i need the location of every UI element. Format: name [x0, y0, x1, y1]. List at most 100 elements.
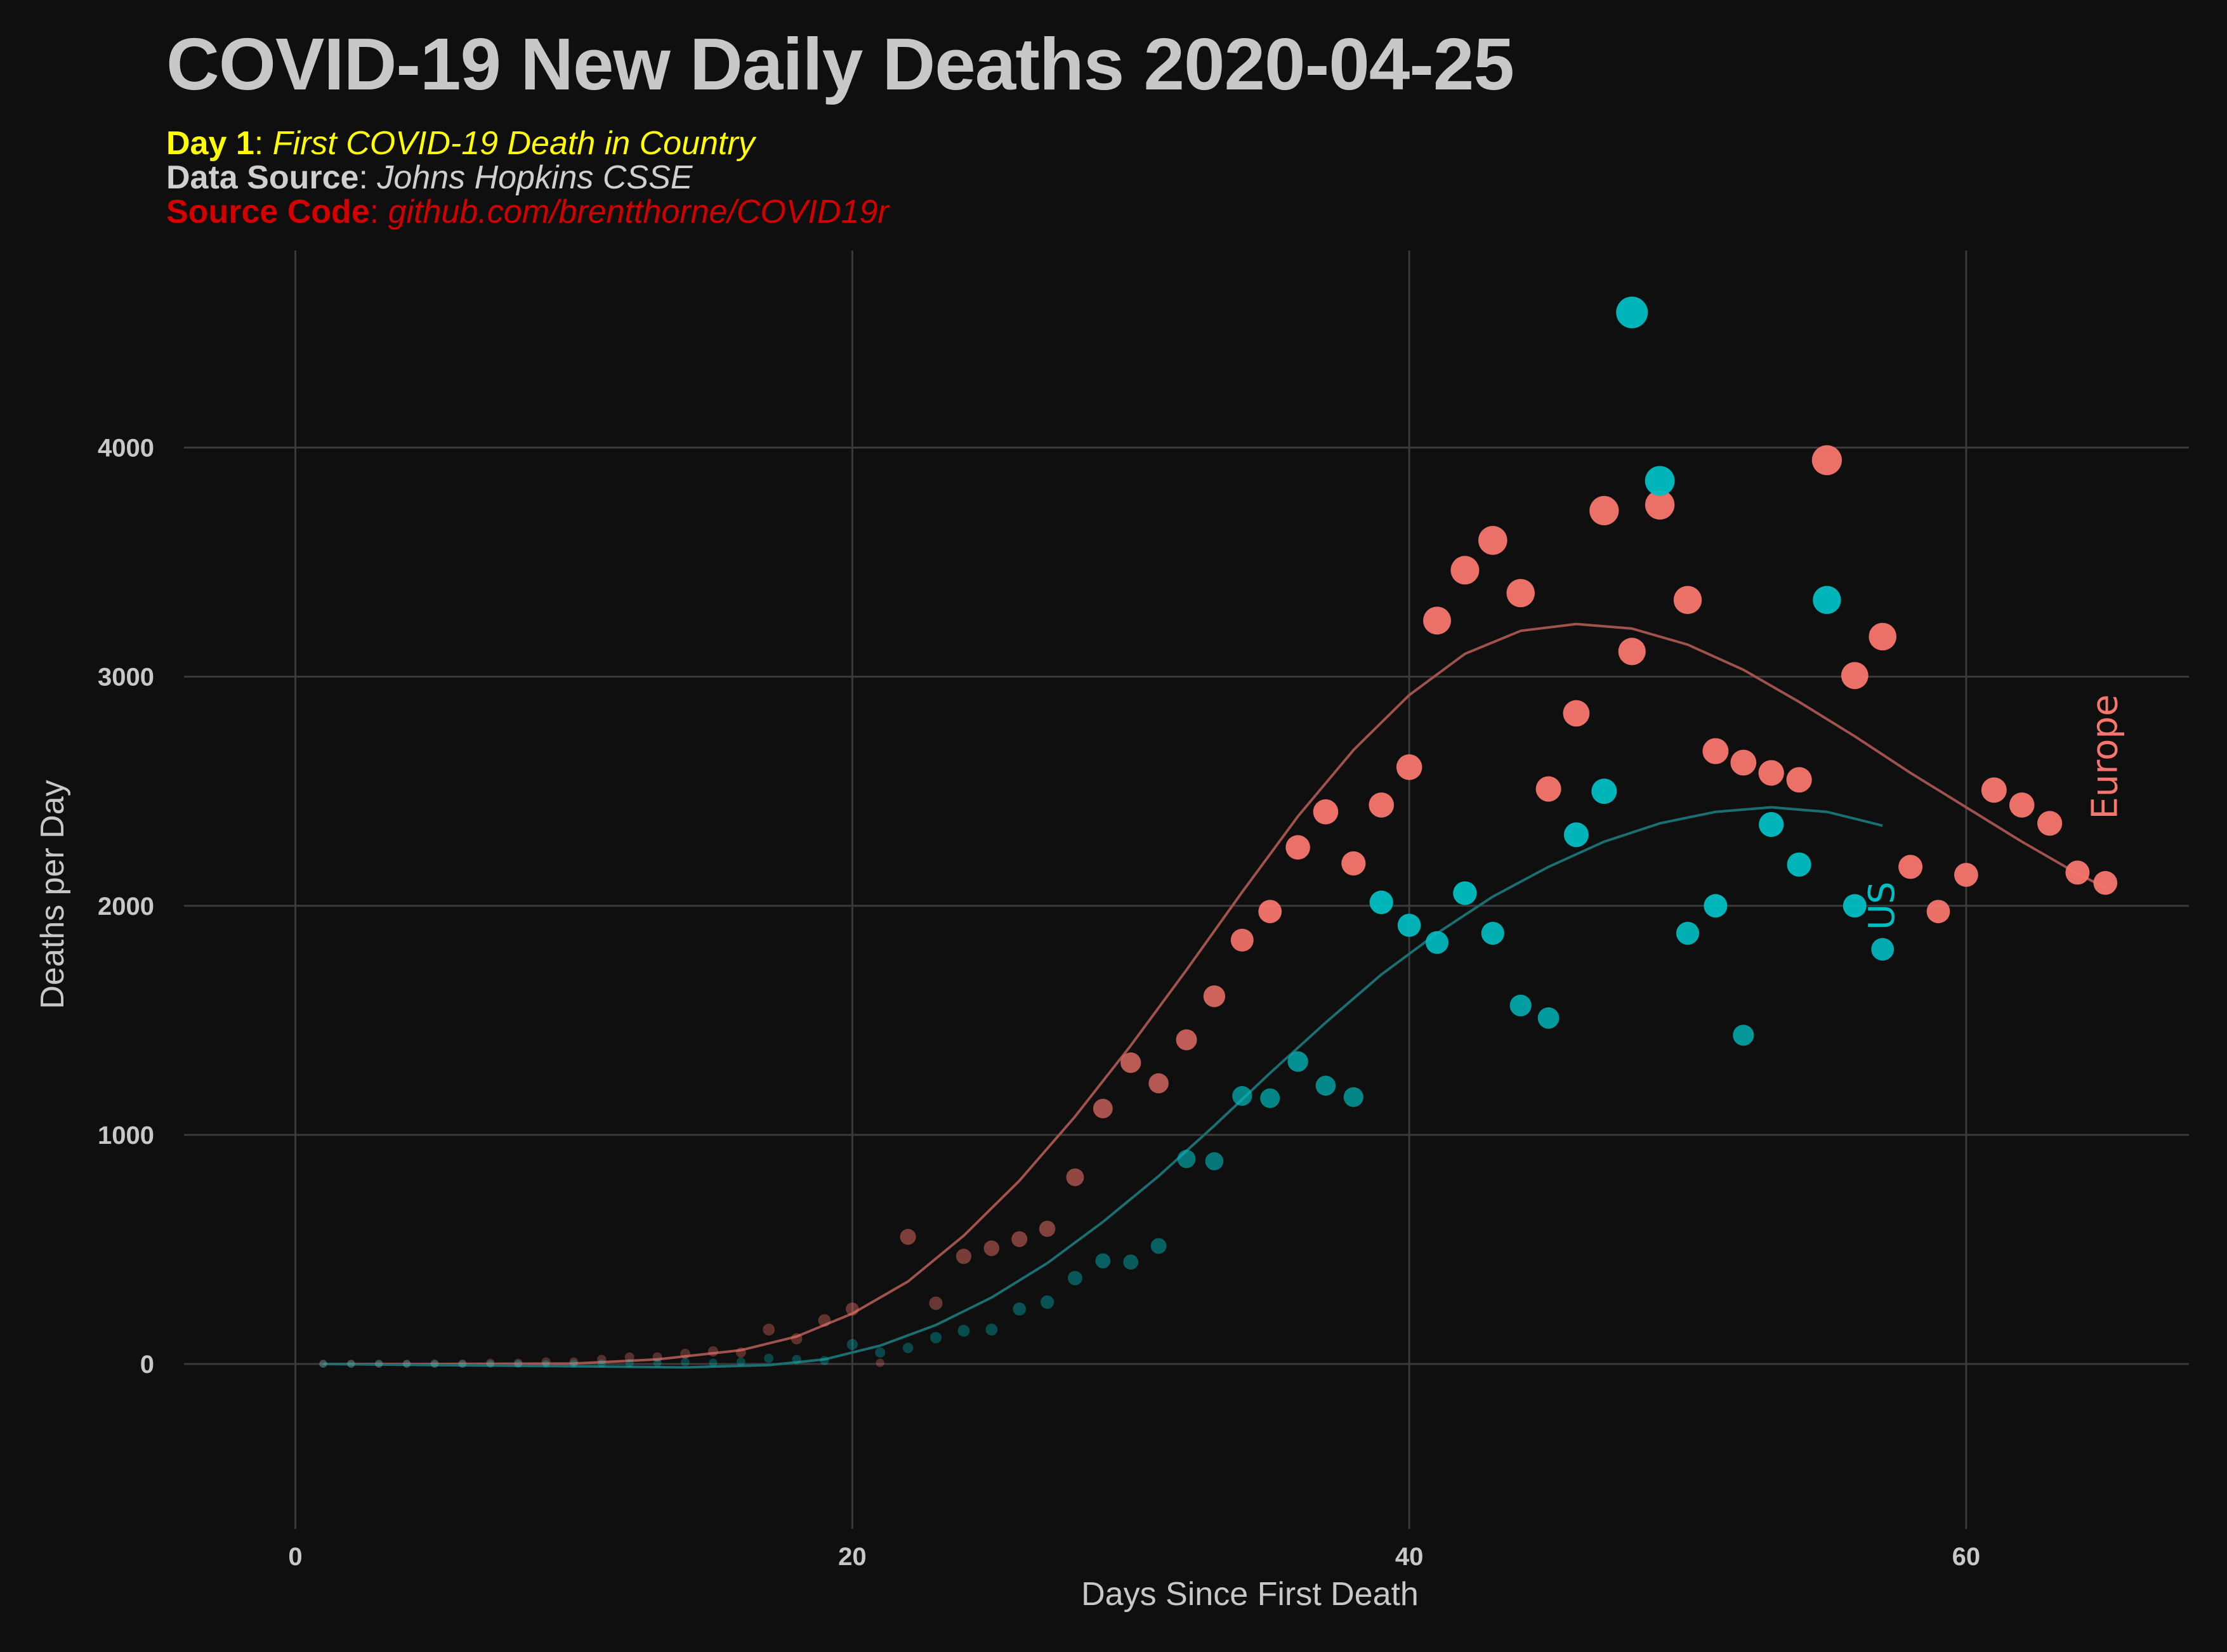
us-point [1177, 1150, 1196, 1169]
europe-point [818, 1314, 831, 1327]
europe-point [1039, 1221, 1056, 1237]
us-point [1537, 1007, 1560, 1029]
us-point [1123, 1254, 1139, 1270]
europe-point [1313, 799, 1339, 825]
us-point [1813, 586, 1841, 614]
europe-point [458, 1359, 467, 1368]
europe-point [1535, 776, 1561, 802]
europe-point [1148, 1073, 1169, 1094]
europe-point [1396, 754, 1422, 780]
europe-point [1478, 526, 1508, 555]
us-point [625, 1359, 634, 1368]
us-point [875, 1347, 886, 1358]
europe-point [1954, 863, 1978, 887]
us-point [1260, 1088, 1280, 1108]
y-tick-label: 2000 [98, 893, 154, 921]
subtitle-data-source-key: Data Source [166, 159, 359, 196]
us-point [1563, 822, 1589, 848]
us-point [1871, 938, 1895, 961]
us-point [1676, 922, 1700, 945]
europe-point [1981, 777, 2007, 803]
us-point [736, 1357, 746, 1367]
us-point [1315, 1075, 1336, 1096]
us-point [319, 1360, 327, 1368]
us-point [681, 1358, 690, 1367]
us-point [458, 1360, 466, 1368]
europe-point [1618, 638, 1646, 665]
europe-point [514, 1358, 523, 1367]
us-point [570, 1360, 578, 1368]
europe-point [956, 1249, 971, 1264]
europe-point [1758, 760, 1784, 786]
us-point [597, 1359, 606, 1368]
europe-point [1730, 749, 1757, 776]
us-point [403, 1360, 411, 1368]
europe-point [1066, 1168, 1084, 1186]
europe-point [347, 1360, 355, 1368]
us-point [792, 1354, 801, 1365]
us-point [431, 1360, 438, 1368]
us-point [1645, 466, 1675, 496]
x-tick-label: 0 [288, 1543, 302, 1571]
europe-point [1203, 985, 1226, 1007]
us-point [1426, 931, 1449, 954]
europe-point [1645, 490, 1675, 520]
europe-point [1926, 900, 1950, 924]
europe-point [929, 1296, 943, 1310]
europe-point [624, 1352, 634, 1362]
europe-point [983, 1240, 1000, 1256]
europe-point [597, 1354, 607, 1365]
us-series-label: US [1862, 882, 1903, 931]
us-point [1013, 1302, 1026, 1316]
us-point [1095, 1253, 1111, 1269]
europe-point [1673, 586, 1702, 614]
europe-point [2009, 792, 2035, 818]
europe-point [846, 1302, 859, 1316]
europe-point [1898, 855, 1923, 879]
europe-point [1369, 792, 1394, 818]
us-point [1733, 1025, 1754, 1046]
subtitle-data-source-sep: : [358, 159, 378, 196]
europe-point [2065, 860, 2090, 885]
subtitle-source-code-key: Source Code [166, 193, 370, 230]
us-point [514, 1360, 522, 1368]
europe-point [1841, 662, 1869, 690]
subtitle-day1-sep: : [254, 125, 273, 162]
europe-point [900, 1229, 916, 1245]
europe-point [1120, 1052, 1141, 1073]
x-tick-label: 60 [1952, 1543, 1981, 1571]
chart-title: COVID-19 New Daily Deaths 2020-04-25 [166, 23, 1514, 105]
europe-point [1589, 495, 1619, 526]
us-point [1759, 812, 1784, 837]
data-points [319, 296, 2118, 1368]
europe-point [652, 1352, 662, 1362]
us-point [1843, 894, 1867, 918]
europe-point [1786, 767, 1812, 793]
subtitle-day1-key: Day 1 [166, 125, 254, 162]
us-point [1704, 894, 1728, 918]
europe-point [1093, 1099, 1113, 1118]
us-point [1041, 1295, 1054, 1309]
axes: 0 20 40 60 0 1000 2000 3000 4000 Days Since First… [34, 435, 1980, 1613]
us-point [1509, 994, 1532, 1016]
europe-point [735, 1347, 746, 1358]
y-axis-label: Deaths per Day [34, 780, 71, 1009]
x-tick-label: 20 [838, 1543, 867, 1571]
us-point [985, 1323, 998, 1336]
y-tick-label: 3000 [98, 664, 154, 692]
us-point [930, 1332, 942, 1344]
us-point [1369, 890, 1393, 914]
europe-point [486, 1358, 495, 1367]
europe-point [791, 1333, 803, 1345]
us-point [1343, 1087, 1363, 1107]
europe-point [1702, 738, 1729, 764]
subtitle-data-source: Data Source: Johns Hopkins CSSE [166, 159, 692, 196]
europe-point [1423, 606, 1451, 635]
europe-point [876, 1358, 884, 1367]
europe-point [541, 1357, 551, 1367]
europe-point [1341, 851, 1366, 876]
europe-point [1811, 445, 1842, 476]
x-axis-label: Days Since First Death [1081, 1576, 1419, 1613]
y-tick-label: 0 [140, 1351, 154, 1379]
europe-point [1230, 928, 1254, 952]
